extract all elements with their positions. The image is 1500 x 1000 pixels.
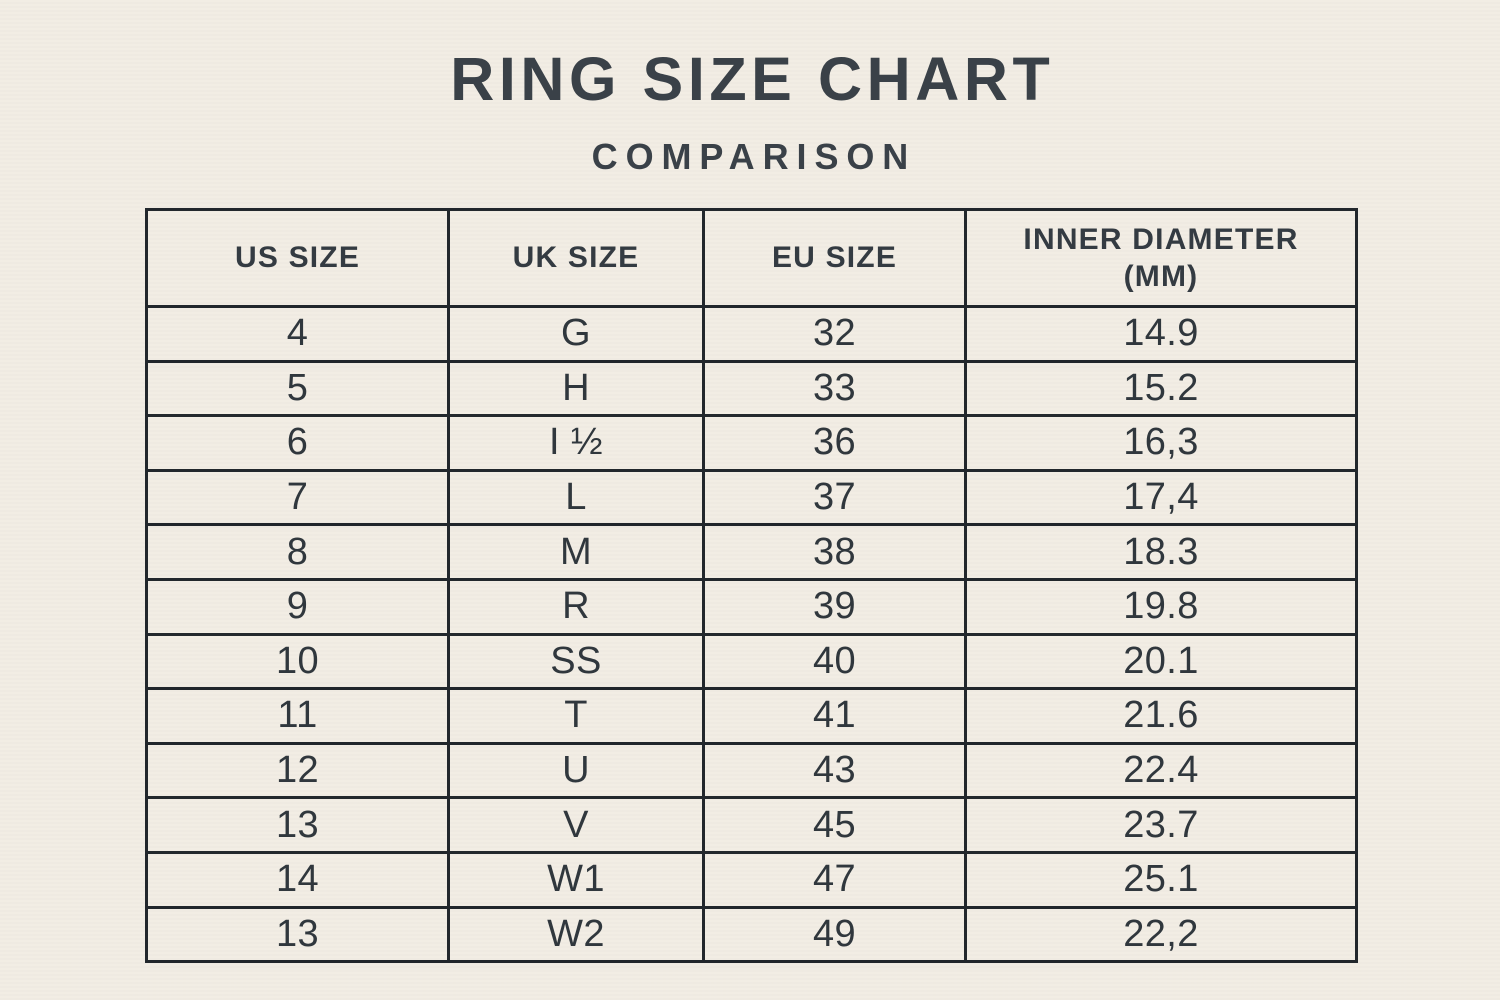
cell-uk-size: W2 [447,905,705,964]
cell-us-size: 5 [145,359,450,418]
cell-eu-size: 37 [702,468,967,527]
cell-eu-size: 39 [702,577,967,636]
cell-uk-size: R [447,577,705,636]
cell-uk-size: W1 [447,850,705,909]
cell-inner-diameter: 22,2 [964,905,1358,964]
cell-us-size: 7 [145,468,450,527]
cell-us-size: 9 [145,577,450,636]
cell-uk-size: L [447,468,705,527]
cell-eu-size: 41 [702,687,967,745]
column-header-us-size: US SIZE [145,208,450,308]
cell-inner-diameter: 18.3 [964,523,1358,581]
cell-inner-diameter: 16,3 [964,414,1358,472]
cell-inner-diameter: 22.4 [964,741,1358,800]
header-row: US SIZE UK SIZE EU SIZE INNER DIAMETER (… [145,208,1358,308]
cell-inner-diameter: 21.6 [964,687,1358,745]
cell-us-size: 12 [145,741,450,800]
cell-us-size: 11 [145,687,450,745]
table-row: 13 V 45 23.7 [145,796,1358,854]
cell-us-size: 6 [145,414,450,472]
column-header-eu-size: EU SIZE [702,208,967,308]
cell-eu-size: 47 [702,850,967,909]
page-subtitle: COMPARISON [591,136,917,177]
cell-eu-size: 38 [702,523,967,581]
cell-us-size: 4 [145,305,450,363]
cell-uk-size: H [447,359,705,418]
cell-eu-size: 49 [702,905,967,964]
cell-eu-size: 32 [702,305,967,363]
table-row: 4 G 32 14.9 [145,305,1358,363]
table-row: 7 L 37 17,4 [145,468,1358,527]
cell-uk-size: M [447,523,705,581]
cell-uk-size: I ½ [447,414,705,472]
cell-eu-size: 40 [702,632,967,691]
cell-inner-diameter: 25.1 [964,850,1358,909]
page-title: RING SIZE CHART [450,45,1055,113]
table-header: US SIZE UK SIZE EU SIZE INNER DIAMETER (… [145,208,1358,308]
column-header-uk-size: UK SIZE [447,208,705,308]
cell-eu-size: 45 [702,796,967,854]
cell-inner-diameter: 17,4 [964,468,1358,527]
cell-eu-size: 43 [702,741,967,800]
table-row: 8 M 38 18.3 [145,523,1358,581]
cell-us-size: 10 [145,632,450,691]
cell-inner-diameter: 23.7 [964,796,1358,854]
cell-inner-diameter: 20.1 [964,632,1358,691]
cell-us-size: 8 [145,523,450,581]
column-header-inner-diameter: INNER DIAMETER (MM) [964,208,1358,308]
cell-uk-size: V [447,796,705,854]
table-row: 11 T 41 21.6 [145,687,1358,745]
ring-size-table: US SIZE UK SIZE EU SIZE INNER DIAMETER (… [145,208,1358,964]
cell-uk-size: SS [447,632,705,691]
cell-us-size: 13 [145,796,450,854]
cell-inner-diameter: 19.8 [964,577,1358,636]
table-row: 5 H 33 15.2 [145,359,1358,418]
table-row: 9 R 39 19.8 [145,577,1358,636]
cell-inner-diameter: 15.2 [964,359,1358,418]
cell-uk-size: G [447,305,705,363]
cell-us-size: 14 [145,850,450,909]
cell-eu-size: 36 [702,414,967,472]
cell-eu-size: 33 [702,359,967,418]
cell-uk-size: U [447,741,705,800]
table-body: 4 G 32 14.9 5 H 33 15.2 6 I ½ 36 16,3 7 … [145,305,1358,964]
cell-uk-size: T [447,687,705,745]
table-row: 12 U 43 22.4 [145,741,1358,800]
table-row: 13 W2 49 22,2 [145,905,1358,964]
cell-inner-diameter: 14.9 [964,305,1358,363]
cell-us-size: 13 [145,905,450,964]
table-row: 10 SS 40 20.1 [145,632,1358,691]
table-row: 14 W1 47 25.1 [145,850,1358,909]
table-row: 6 I ½ 36 16,3 [145,414,1358,472]
